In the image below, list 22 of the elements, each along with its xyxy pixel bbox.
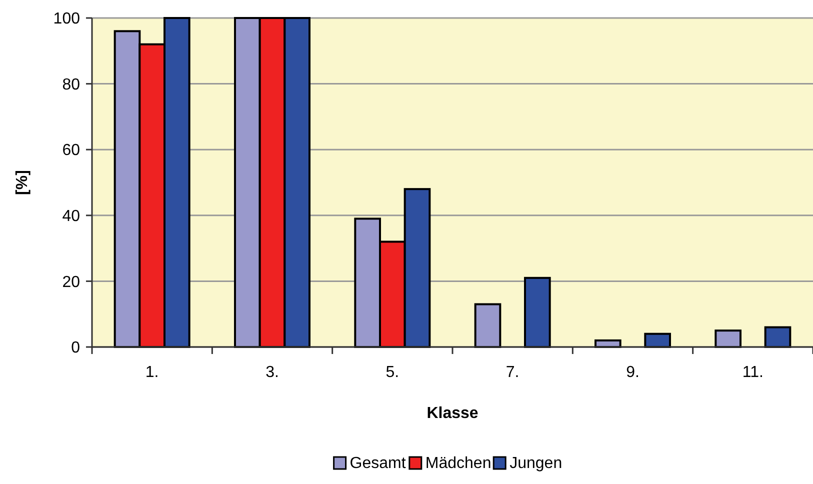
legend-label: Jungen (510, 455, 562, 472)
y-tick-label: 40 (62, 208, 80, 225)
y-tick-label: 60 (62, 142, 80, 160)
bar (714, 330, 742, 348)
legend-label: Gesamt (350, 455, 406, 472)
x-tick-label: 1. (145, 364, 159, 381)
bar (524, 276, 551, 348)
y-tick-label: 100 (53, 10, 80, 28)
x-axis-title: Klasse (426, 405, 478, 422)
bar (644, 332, 671, 348)
y-axis-title: [%] (14, 170, 31, 195)
x-tick-label: 3. (266, 364, 279, 381)
x-tick-label: 11. (742, 364, 764, 381)
y-tick-label: 80 (62, 76, 80, 94)
bar (474, 303, 502, 348)
x-tick-label: 7. (506, 364, 520, 381)
y-tick-label: 0 (71, 340, 80, 357)
x-tick-label: 5. (386, 364, 400, 381)
x-tick-label: 9. (626, 364, 640, 381)
y-tick-label: 20 (62, 274, 80, 291)
bar (764, 326, 792, 348)
legend-label: Mädchen (425, 455, 492, 472)
